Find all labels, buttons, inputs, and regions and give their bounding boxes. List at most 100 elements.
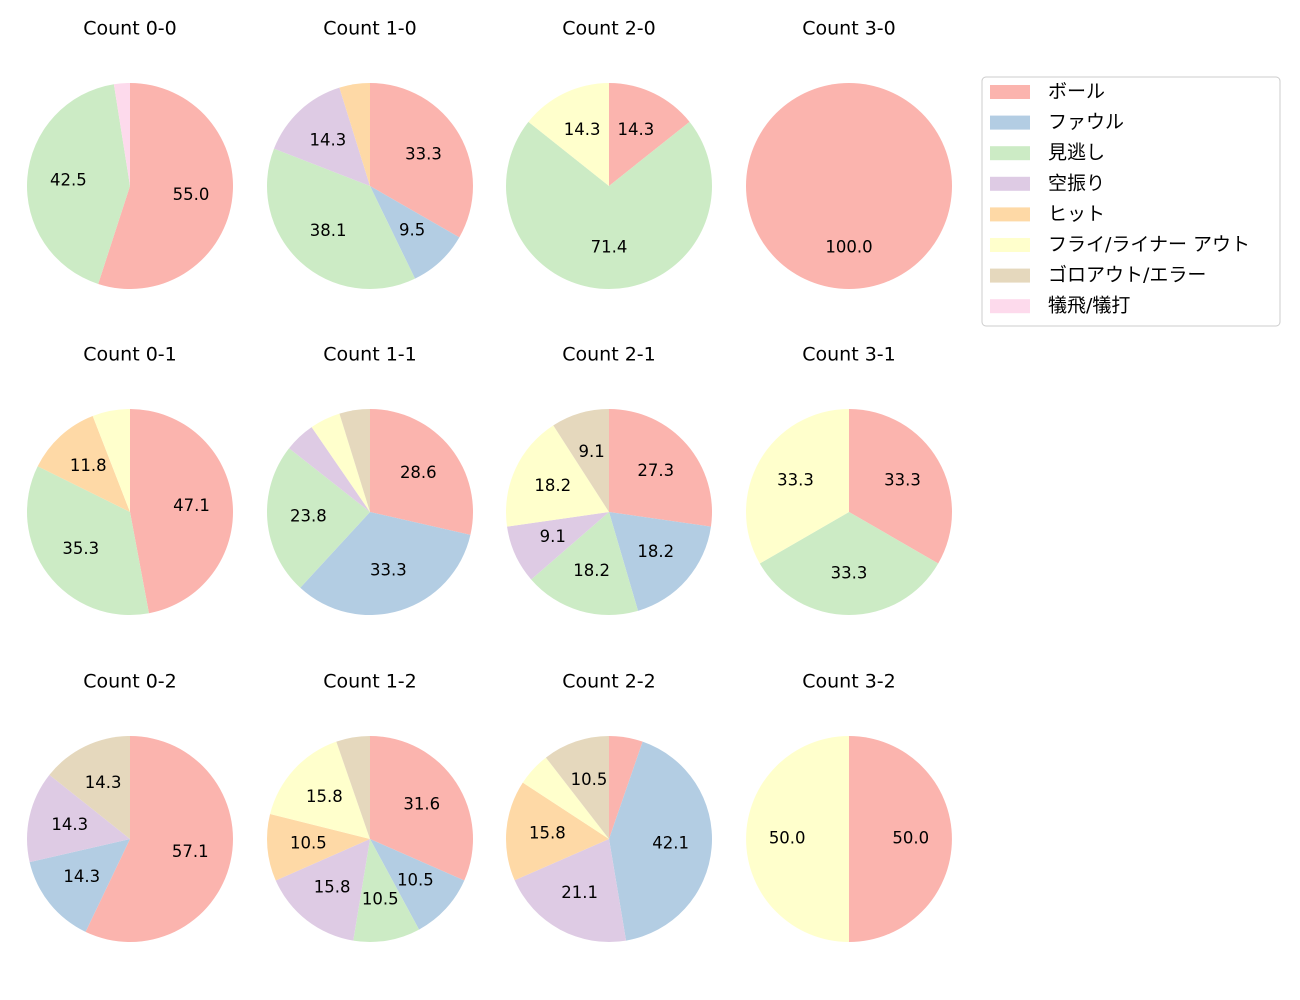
legend-label: 見逃し: [1048, 142, 1105, 164]
slice-label: 28.6: [400, 463, 437, 482]
pie-slice: [49, 736, 131, 839]
pie-slice: [370, 839, 465, 930]
pie-title: Count 3-0: [802, 18, 896, 40]
pie-title: Count 2-0: [562, 18, 656, 40]
slice-label: 55.0: [173, 185, 210, 204]
pie-slice: [353, 839, 420, 943]
pie-slice: [311, 413, 370, 512]
pie-slice: [267, 148, 416, 290]
legend-swatch: [990, 207, 1030, 222]
pie-slice: [849, 736, 952, 942]
legend-swatch: [990, 85, 1030, 99]
pie-slice: [273, 87, 370, 186]
slice-label: 18.2: [573, 561, 610, 580]
slice-label: 10.5: [362, 889, 399, 908]
pie-slice: [113, 83, 130, 186]
legend-label: ファウル: [1048, 111, 1124, 133]
pie-slice: [92, 409, 130, 512]
pie-slice: [507, 512, 609, 580]
pie-slice: [745, 409, 849, 564]
slice-label: 57.1: [172, 842, 209, 861]
legend-label: ヒット: [1048, 203, 1105, 225]
slice-label: 14.3: [309, 130, 346, 149]
pie-title: Count 2-1: [562, 344, 656, 366]
slice-label: 14.3: [63, 867, 100, 886]
pie-title: Count 2-2: [562, 671, 656, 693]
slice-label: 33.3: [831, 563, 868, 582]
slice-label: 11.8: [70, 456, 107, 475]
slice-label: 18.2: [534, 476, 571, 495]
pie-title: Count 1-2: [323, 671, 417, 693]
pie-slice: [26, 466, 149, 615]
slice-label: 35.3: [62, 539, 99, 558]
legend-swatch: [990, 176, 1030, 191]
pie-slice: [37, 466, 130, 512]
pie-slice: [26, 774, 131, 863]
pie-slice: [746, 736, 849, 942]
legend-swatch: [990, 115, 1030, 130]
pie-slice: [336, 736, 370, 839]
slice-label: 14.3: [617, 120, 654, 139]
pie-slice: [759, 512, 939, 615]
pie-slice: [130, 409, 234, 614]
pie-title: Count 0-1: [83, 344, 177, 366]
slice-label: 9.1: [540, 527, 566, 546]
pie-slice: [528, 83, 609, 186]
pie-slice: [85, 736, 234, 942]
pie-slice: [339, 83, 370, 186]
pie-slice: [553, 409, 609, 512]
slice-label: 27.3: [637, 461, 674, 480]
slice-label: 42.5: [50, 171, 87, 190]
pie-slice: [609, 83, 690, 186]
legend-label: ゴロアウト/エラー: [1048, 264, 1206, 286]
pie-slice: [370, 736, 473, 881]
slice-label: 14.3: [51, 815, 88, 834]
slice-label: 10.5: [397, 870, 434, 889]
slice-label: 10.5: [290, 834, 327, 853]
slice-label: 18.2: [637, 542, 674, 561]
pie-slice: [266, 814, 370, 881]
pie-slice: [26, 84, 130, 284]
pie-slice: [98, 83, 233, 290]
pie-slice: [339, 409, 370, 512]
pie-slice: [289, 427, 370, 512]
pie-slice: [505, 121, 712, 290]
legend-label: ボール: [1048, 81, 1105, 103]
legend-box: [981, 76, 1281, 327]
legend-label: 犠飛/犠打: [1048, 295, 1130, 317]
pie-slice: [29, 839, 130, 932]
slice-label: 9.1: [578, 442, 604, 461]
slice-label: 23.8: [290, 506, 327, 525]
slice-label: 14.3: [85, 773, 122, 792]
legend-swatch: [990, 299, 1030, 314]
pie-slice: [267, 448, 370, 588]
slice-label: 9.5: [399, 221, 425, 240]
slice-label: 47.1: [173, 496, 210, 515]
legend-swatch: [990, 146, 1030, 161]
pie-slice: [300, 512, 471, 615]
pie-title: Count 3-1: [802, 344, 896, 366]
slice-label: 33.3: [370, 561, 407, 580]
legend-label: 空振り: [1048, 172, 1105, 194]
pie-slice: [37, 415, 130, 512]
slice-label: 33.3: [884, 471, 921, 490]
slice-label: 33.3: [777, 471, 814, 490]
pie-slice: [609, 409, 712, 527]
pie-slice: [505, 782, 609, 881]
pie-slice: [270, 741, 370, 839]
pie-slice: [514, 839, 627, 942]
pie-slice: [370, 186, 460, 279]
slice-label: 38.1: [310, 221, 347, 240]
slice-label: 10.5: [571, 770, 608, 789]
pie-slice: [370, 83, 473, 238]
pie-slice: [609, 736, 643, 839]
pie-title: Count 0-2: [83, 671, 177, 693]
pie-title: Count 1-0: [323, 18, 417, 40]
pie-slice: [370, 409, 474, 535]
slice-label: 71.4: [591, 237, 628, 256]
slice-label: 42.1: [652, 834, 689, 853]
pie-slice: [609, 512, 711, 611]
pie-title: Count 3-2: [802, 671, 896, 693]
pie-slice: [545, 736, 609, 839]
